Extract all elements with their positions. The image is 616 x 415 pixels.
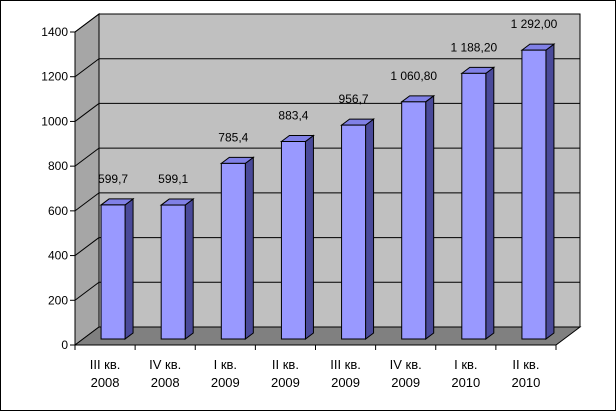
bar-side: [365, 118, 375, 340]
x-tick-label: I кв. 2010: [451, 357, 480, 390]
bar: [280, 140, 306, 340]
gridline-side: [74, 13, 100, 33]
gridline-side: [74, 103, 100, 122]
bar: [401, 101, 427, 340]
data-label: 599,1: [158, 172, 188, 186]
y-tick-label: 0: [61, 338, 68, 352]
side-wall: [74, 13, 100, 346]
y-tick-label: 800: [48, 159, 68, 173]
y-tick-label: 200: [48, 293, 68, 307]
data-label: 1 292,00: [511, 17, 558, 31]
y-tick-label: 1000: [41, 114, 68, 128]
data-label: 785,4: [218, 130, 248, 144]
y-tick-label: 1400: [41, 25, 68, 39]
x-tick-label: IV кв. 2009: [390, 357, 422, 390]
bar-side: [485, 66, 495, 340]
bar-side: [425, 94, 435, 340]
x-tick-label: III кв. 2009: [330, 357, 361, 390]
bar-side: [304, 134, 314, 340]
bar: [220, 162, 246, 340]
floor: [73, 326, 582, 346]
data-label: 1 060,80: [390, 69, 437, 83]
data-label: 883,4: [278, 108, 308, 122]
gridline-side: [74, 237, 100, 256]
bar: [521, 49, 547, 340]
gridline-side: [74, 192, 100, 212]
bar-side: [545, 43, 555, 340]
bar: [100, 204, 126, 340]
gridline-side: [74, 147, 100, 167]
bar: [341, 124, 367, 340]
data-label: 956,7: [339, 92, 369, 106]
bar: [160, 204, 186, 340]
x-tick-label: III кв. 2008: [90, 357, 121, 390]
y-tick-label: 400: [48, 249, 68, 263]
x-tick-label: IV кв. 2008: [149, 357, 181, 390]
data-label: 599,7: [98, 172, 128, 186]
x-tick-label: I кв. 2009: [211, 357, 240, 390]
bar-side: [244, 156, 254, 340]
x-tick-label: II кв. 2009: [271, 357, 300, 390]
y-tick-label: 1200: [41, 70, 68, 84]
gridline-side: [74, 58, 100, 78]
bar: [461, 72, 487, 340]
bar-side: [184, 198, 194, 340]
x-tick-label: II кв. 2010: [511, 357, 540, 390]
y-tick-label: 600: [48, 204, 68, 218]
gridline-side: [74, 281, 100, 301]
data-label: 1 188,20: [450, 40, 497, 54]
bar-side: [124, 197, 134, 340]
